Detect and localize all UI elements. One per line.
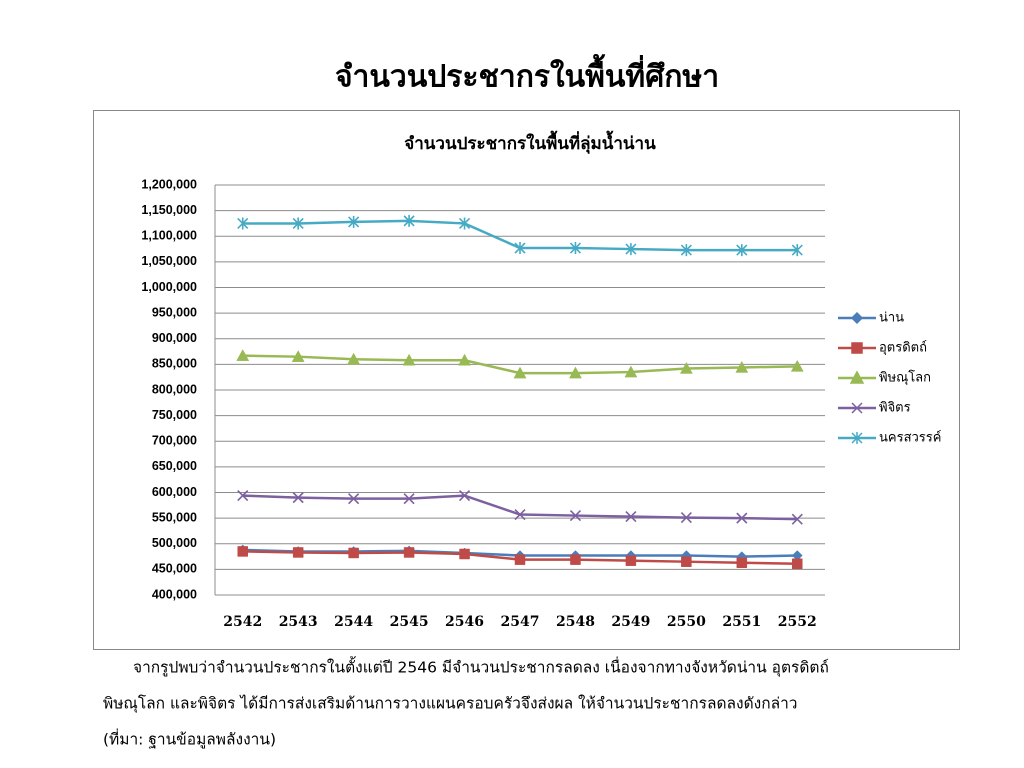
data-point	[291, 350, 305, 362]
slide-title: จำนวนประชากรในพื้นที่ศึกษา	[335, 54, 719, 95]
data-point	[736, 244, 748, 257]
y-tick-label: 1,200,000	[141, 177, 197, 191]
data-point	[458, 217, 471, 230]
legend-label: น่าน	[879, 311, 904, 326]
data-point	[679, 361, 693, 374]
data-point	[347, 352, 361, 365]
legend-marker	[849, 370, 865, 384]
legend-label: อุตรดิตถ์	[879, 340, 927, 356]
y-tick-label: 1,050,000	[141, 254, 197, 268]
x-tick-label: 2552	[778, 614, 817, 630]
chart-frame	[93, 110, 960, 650]
data-point	[237, 546, 248, 557]
data-point	[791, 513, 803, 525]
x-tick-label: 2546	[445, 614, 484, 630]
y-tick-label: 950,000	[152, 305, 197, 319]
data-point	[292, 217, 304, 230]
data-point	[570, 554, 581, 565]
data-point	[292, 492, 304, 504]
y-tick-label: 1,150,000	[141, 203, 197, 217]
x-tick-label: 2549	[611, 614, 650, 630]
y-tick-label: 1,000,000	[141, 280, 197, 294]
data-point	[790, 359, 804, 372]
legend-marker	[851, 342, 863, 354]
y-tick-label: 900,000	[152, 331, 197, 345]
y-tick-label: 1,100,000	[141, 229, 197, 243]
data-point	[236, 349, 250, 361]
data-point	[791, 244, 803, 257]
data-point	[625, 243, 637, 256]
legend-marker	[851, 402, 863, 414]
legend-marker	[851, 432, 863, 444]
data-point	[403, 547, 415, 558]
data-point	[792, 558, 803, 569]
data-point	[681, 556, 692, 567]
y-tick-label: 750,000	[152, 408, 197, 422]
legend-label: พิษณุโลก	[879, 370, 931, 386]
data-point	[736, 557, 748, 568]
data-point	[513, 366, 527, 379]
x-tick-label: 2545	[390, 614, 429, 630]
data-point	[625, 555, 637, 566]
data-point	[736, 512, 748, 524]
x-tick-label: 2551	[722, 614, 761, 630]
x-tick-label: 2547	[501, 614, 540, 630]
y-tick-label: 700,000	[152, 434, 197, 448]
y-tick-label: 450,000	[152, 562, 197, 576]
data-point	[292, 547, 304, 558]
data-point	[458, 490, 471, 502]
data-point	[569, 242, 582, 255]
x-tick-label: 2544	[334, 614, 373, 630]
data-point	[403, 214, 415, 227]
data-point	[237, 490, 249, 502]
data-point	[625, 511, 637, 523]
y-tick-label: 600,000	[152, 485, 197, 499]
legend-label: นครสวรรค์	[879, 430, 941, 446]
note-line: พิษณุโลก และพิจิตร ได้มีการส่งเสริมด้านก…	[103, 695, 798, 714]
data-point	[403, 493, 415, 505]
data-point	[348, 215, 360, 228]
x-tick-label: 2543	[279, 614, 318, 630]
x-tick-label: 2542	[223, 614, 262, 630]
data-point	[458, 353, 471, 366]
data-point	[680, 512, 692, 524]
data-point	[402, 353, 416, 366]
legend-marker	[850, 311, 864, 325]
data-point	[514, 554, 526, 565]
note-line: (ที่มา: ฐานข้อมูลพลังงาน)	[103, 729, 276, 750]
y-tick-label: 800,000	[152, 382, 197, 396]
y-tick-label: 550,000	[152, 510, 197, 524]
chart-title: จำนวนประชากรในพื้นที่ลุ่มน้ำน่าน	[404, 130, 656, 154]
data-point	[569, 366, 582, 379]
data-point	[514, 508, 526, 521]
data-point	[237, 217, 249, 230]
y-tick-label: 650,000	[152, 459, 197, 473]
data-point	[514, 242, 526, 255]
data-point	[735, 360, 749, 373]
y-tick-label: 850,000	[152, 357, 197, 371]
y-tick-label: 400,000	[152, 587, 197, 601]
legend-label: พิจิตร	[879, 401, 911, 416]
data-point	[459, 548, 470, 560]
data-point	[569, 509, 582, 522]
x-tick-label: 2550	[667, 614, 706, 630]
data-point	[680, 244, 692, 257]
data-point	[624, 365, 638, 378]
x-tick-label: 2548	[556, 614, 595, 630]
data-point	[348, 493, 360, 505]
data-point	[348, 547, 359, 559]
y-tick-label: 500,000	[152, 536, 197, 550]
note-line: จากรูปพบว่าจำนวนประชากรในตั้งแต่ปี 2546 …	[133, 656, 829, 678]
